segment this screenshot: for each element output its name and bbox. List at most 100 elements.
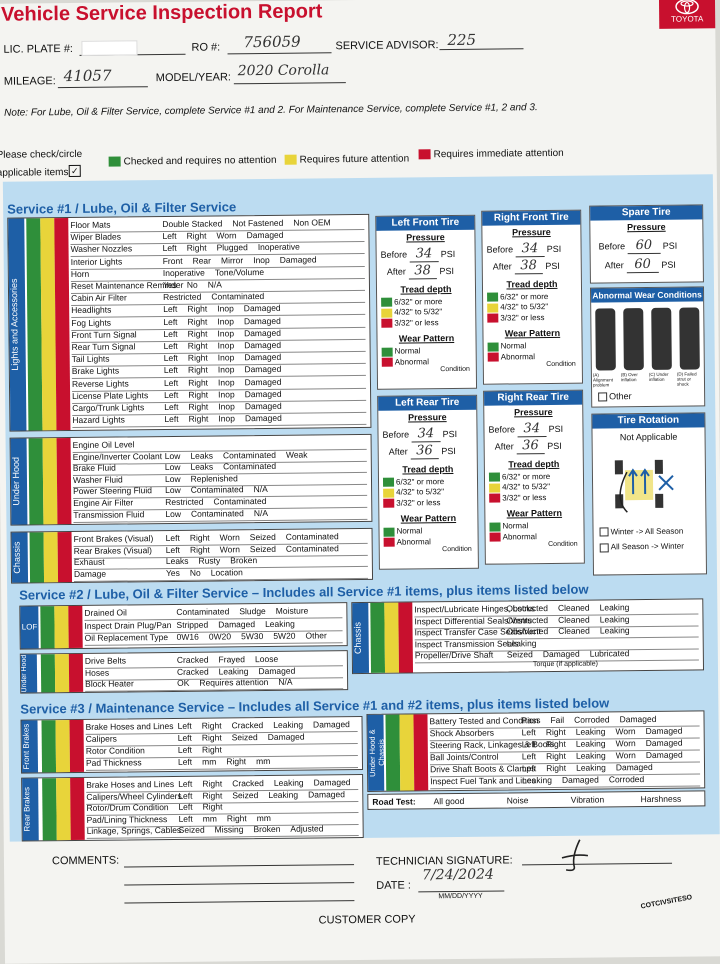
row-option[interactable]: Right: [201, 720, 222, 731]
row-option[interactable]: Left: [178, 813, 193, 824]
row-option[interactable]: mm: [202, 813, 217, 824]
row-option[interactable]: Inop: [218, 413, 235, 424]
row-option[interactable]: Left: [178, 790, 193, 801]
checklist-row[interactable]: Hazard Lights Left Right Inop Damaged: [72, 412, 367, 429]
road-noise[interactable]: Noise: [506, 795, 529, 806]
row-option[interactable]: Right: [187, 328, 208, 339]
row-option[interactable]: Corroded: [574, 714, 610, 725]
wear-normal[interactable]: Normal: [381, 346, 476, 357]
comments-line-2[interactable]: [124, 882, 355, 886]
tread-opt-3[interactable]: 3/32" or less: [487, 312, 581, 323]
row-option[interactable]: Inoperative: [257, 242, 300, 253]
row-option[interactable]: Right: [186, 230, 207, 241]
row-option[interactable]: Left: [163, 328, 178, 339]
row-option[interactable]: Damaged: [542, 648, 580, 660]
row-option[interactable]: Damaged: [244, 388, 282, 399]
row-option[interactable]: Cracked: [231, 720, 264, 731]
row-option[interactable]: Right: [226, 756, 247, 767]
tread-opt-1[interactable]: 6/32" or more: [488, 472, 583, 483]
row-option[interactable]: Obstructed: [506, 626, 549, 637]
row-option[interactable]: Right: [201, 732, 222, 743]
row-option[interactable]: Leaking: [599, 625, 630, 636]
tread-opt-1[interactable]: 6/32" or more: [487, 292, 581, 303]
row-option[interactable]: OK: [177, 677, 190, 688]
row-option[interactable]: Left: [177, 720, 192, 731]
row-option[interactable]: Left: [165, 532, 180, 544]
row-option[interactable]: Obstructed: [506, 603, 548, 614]
row-option[interactable]: mm: [256, 755, 271, 767]
row-option[interactable]: Front: [162, 255, 183, 266]
row-option[interactable]: Right: [187, 340, 208, 351]
row-option[interactable]: Right: [188, 377, 209, 388]
row-option[interactable]: Left: [521, 739, 537, 750]
row-option[interactable]: Left: [521, 763, 537, 774]
row-option[interactable]: Damaged: [267, 731, 305, 742]
tire-after-value[interactable]: 36: [516, 438, 545, 455]
row-option[interactable]: Location: [210, 566, 243, 578]
row-option[interactable]: Left: [163, 377, 179, 388]
row-option[interactable]: Non OEM: [293, 217, 331, 228]
row-option[interactable]: Inop: [218, 389, 235, 400]
row-option[interactable]: Contaminated: [176, 606, 230, 617]
tread-opt-2[interactable]: 4/32" to 5/32": [383, 487, 477, 498]
checklist-row[interactable]: Oil Replacement Type 0W16 0W20 5W30 5W20 Othe…: [84, 630, 343, 646]
row-option[interactable]: Inop: [217, 315, 234, 327]
row-option[interactable]: Left: [177, 744, 193, 755]
row-option[interactable]: Right: [546, 762, 567, 774]
row-option[interactable]: mm: [202, 756, 217, 767]
row-option[interactable]: Left: [177, 756, 193, 767]
row-option[interactable]: Adjusted: [290, 823, 324, 835]
row-option[interactable]: Right: [202, 801, 223, 812]
row-option[interactable]: Right: [202, 778, 223, 789]
rotation-opt2[interactable]: All Season -> Winter: [599, 542, 706, 553]
row-option[interactable]: Damaged: [244, 364, 282, 375]
row-option[interactable]: Low: [164, 473, 181, 484]
row-option[interactable]: Damaged: [244, 413, 282, 424]
row-option[interactable]: Damaged: [312, 719, 350, 730]
tire-after-value[interactable]: 36: [410, 443, 439, 460]
row-option[interactable]: Left: [163, 365, 179, 376]
row-option[interactable]: Weak: [285, 449, 308, 460]
row-option[interactable]: Damaged: [645, 737, 683, 749]
row-option[interactable]: Left: [163, 340, 178, 352]
tread-opt-3[interactable]: 3/32" or less: [383, 498, 477, 508]
row-option[interactable]: Damaged: [243, 327, 281, 339]
row-option[interactable]: Damaged: [619, 713, 657, 725]
row-option[interactable]: Seized: [231, 732, 258, 743]
row-option[interactable]: Left: [165, 544, 180, 555]
row-option[interactable]: Pass: [521, 715, 541, 726]
row-option[interactable]: Leaking: [599, 613, 630, 624]
row-option[interactable]: Right: [188, 413, 209, 424]
row-option[interactable]: Leaking: [576, 762, 606, 773]
row-option[interactable]: Restricted: [165, 496, 204, 508]
row-option[interactable]: Tone/Volume: [214, 266, 265, 278]
row-option[interactable]: Left: [162, 243, 177, 254]
row-option[interactable]: N/A: [253, 484, 268, 495]
row-option[interactable]: Worn: [219, 532, 240, 543]
tire-before-value[interactable]: 34: [515, 241, 545, 258]
row-option[interactable]: Low: [164, 450, 181, 461]
row-option[interactable]: Yes: [165, 567, 180, 578]
row-option[interactable]: Worn: [219, 543, 240, 554]
row-option[interactable]: Leaking: [273, 777, 304, 788]
row-option[interactable]: Loose: [254, 653, 279, 665]
tread-opt-1[interactable]: 6/32" or more: [382, 477, 477, 488]
row-option[interactable]: Contaminated: [213, 495, 267, 507]
row-option[interactable]: Left: [164, 401, 179, 413]
row-option[interactable]: Leaking: [599, 602, 630, 613]
checklist-row[interactable]: Damage Yes No Location: [73, 565, 369, 582]
row-option[interactable]: Right: [186, 242, 207, 254]
checklist-row[interactable]: Transmission Fluid Low Contaminated N/A: [73, 506, 368, 523]
road-harshness[interactable]: Harshness: [640, 793, 682, 805]
row-option[interactable]: Left: [521, 751, 537, 762]
row-option[interactable]: Restricted: [163, 291, 202, 303]
spare-after-value[interactable]: 60: [626, 256, 659, 274]
row-option[interactable]: Missing: [214, 824, 244, 835]
row-option[interactable]: Left: [177, 732, 192, 743]
row-option[interactable]: Leaks: [165, 555, 189, 567]
row-option[interactable]: N/A: [207, 279, 222, 290]
row-option[interactable]: Contaminated: [285, 542, 339, 554]
row-option[interactable]: Damaged: [258, 665, 296, 676]
row-option[interactable]: Seized: [178, 825, 205, 836]
row-option[interactable]: Yes: [162, 279, 177, 291]
